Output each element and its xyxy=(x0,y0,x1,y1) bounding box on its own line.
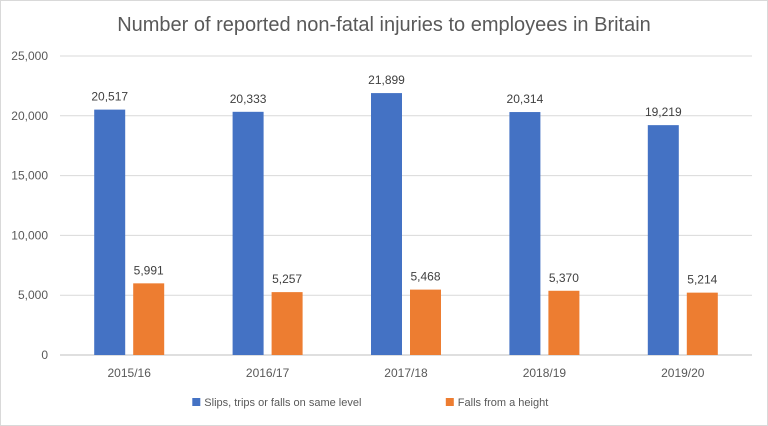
gridlines xyxy=(60,55,752,356)
bar xyxy=(371,93,402,356)
legend: Slips, trips or falls on same level Falls… xyxy=(192,397,548,409)
data-label: 20,314 xyxy=(507,92,544,106)
data-label: 20,333 xyxy=(230,92,267,106)
bar xyxy=(271,292,303,355)
bar xyxy=(232,111,264,355)
x-tick-label: 2015/16 xyxy=(108,366,152,380)
data-label: 5,370 xyxy=(549,271,579,285)
y-tick-label: 15,000 xyxy=(11,169,48,183)
y-tick-label: 0 xyxy=(41,348,48,362)
x-tick-label: 2019/20 xyxy=(661,366,705,380)
data-label: 20,517 xyxy=(91,90,128,104)
y-tick-label: 5,000 xyxy=(18,288,48,302)
data-label: 21,899 xyxy=(368,73,405,87)
data-label: 19,219 xyxy=(645,105,682,119)
bar xyxy=(410,289,441,355)
bar xyxy=(548,290,580,355)
data-label: 5,468 xyxy=(410,270,440,284)
y-tick-label: 10,000 xyxy=(11,228,48,242)
bar xyxy=(647,125,679,355)
data-label: 5,257 xyxy=(272,272,302,286)
legend-swatch xyxy=(192,398,201,406)
bar xyxy=(133,283,165,355)
bars xyxy=(94,93,718,356)
legend-label: Slips, trips or falls on same level xyxy=(204,397,361,409)
y-tick-label: 25,000 xyxy=(11,49,48,63)
chart-title: Number of reported non-fatal injuries to… xyxy=(117,14,651,36)
bar xyxy=(94,109,126,356)
y-tick-label: 20,000 xyxy=(11,109,48,123)
legend-label: Falls from a height xyxy=(458,397,548,409)
data-labels: 20,517 5,991 20,333 5,257 21,899 5,468 20,314 5… xyxy=(91,73,717,287)
x-tick-label: 2016/17 xyxy=(246,366,290,380)
x-tick-label: 2017/18 xyxy=(384,366,428,380)
bar xyxy=(509,112,541,356)
x-tick-label: 2018/19 xyxy=(523,366,567,380)
legend-swatch xyxy=(445,398,454,406)
data-label: 5,214 xyxy=(687,273,717,287)
y-axis: 0 5,000 10,000 15,000 20,000 25,000 xyxy=(11,49,48,362)
bar xyxy=(686,292,718,355)
x-axis: 2015/16 2016/17 2017/18 2018/19 2019/20 xyxy=(108,366,705,380)
data-label: 5,991 xyxy=(134,263,164,277)
